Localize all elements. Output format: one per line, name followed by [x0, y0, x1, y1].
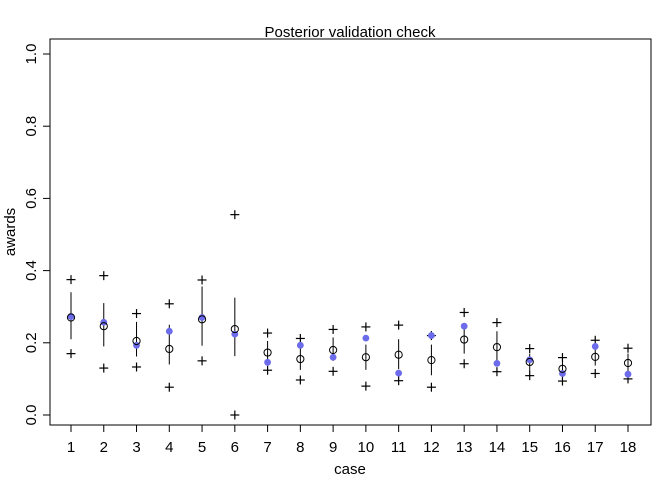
observed-point: [296, 341, 304, 349]
upper-bound-marker: [328, 324, 338, 334]
predicted-point: [197, 315, 207, 324]
data-marks: [66, 210, 633, 420]
lower-bound-marker: [361, 381, 371, 391]
lower-bound-marker: [590, 368, 600, 378]
chart-title: Posterior validation check: [265, 24, 436, 41]
upper-bound-marker: [525, 344, 535, 354]
predicted-point: [623, 358, 633, 368]
observed-point: [198, 314, 206, 321]
upper-bound-marker: [164, 299, 174, 309]
x-tick-label: 1: [67, 439, 75, 456]
upper-bound-marker: [263, 328, 273, 338]
predicted-point: [329, 345, 338, 355]
lower-bound-marker: [164, 382, 174, 392]
x-tick-label: 9: [329, 439, 337, 456]
observed-point: [460, 322, 468, 330]
predicted-point: [165, 344, 174, 354]
lower-bound-marker: [295, 375, 305, 385]
predicted-point: [230, 324, 239, 334]
upper-bound-marker: [492, 318, 502, 328]
x-tick-label: 14: [489, 439, 506, 456]
predicted-point: [394, 350, 403, 359]
predicted-point: [99, 322, 108, 331]
upper-bound-marker: [99, 271, 109, 281]
y-tick-label: 1.0: [23, 44, 40, 65]
x-tick-label: 6: [231, 439, 239, 456]
predicted-point: [558, 364, 567, 373]
y-tick-label: 0.2: [23, 332, 40, 353]
upper-bound-marker: [361, 322, 371, 332]
predicted-point: [263, 348, 272, 357]
observed-point: [428, 332, 435, 339]
upper-bound-marker: [459, 307, 469, 317]
observed-point: [264, 358, 271, 366]
upper-bound-marker: [197, 275, 207, 285]
lower-bound-marker: [394, 376, 404, 386]
y-tick-label: 0.8: [23, 116, 40, 137]
lower-bound-marker: [426, 382, 436, 392]
upper-bound-marker: [623, 343, 633, 353]
y-tick-label: 0.4: [23, 260, 40, 281]
predicted-point: [460, 335, 469, 344]
observed-point: [591, 343, 599, 350]
x-tick-label: 8: [296, 439, 304, 456]
x-tick-label: 11: [391, 439, 407, 456]
predicted-point: [361, 353, 370, 362]
y-tick-label: 0.6: [23, 188, 40, 209]
x-axis-label: case: [334, 461, 366, 478]
x-axis: 1 2 3 4 5 6 7 8 9 10 11 12 13 14 15 16 17 18: [67, 424, 637, 456]
observed-point: [133, 341, 140, 349]
lower-bound-marker: [557, 376, 567, 386]
predicted-point: [132, 336, 141, 346]
y-axis: 0.0 0.2 0.4 0.6 0.8 1.0: [23, 44, 51, 426]
lower-bound-marker: [230, 410, 240, 420]
x-tick-label: 10: [358, 439, 375, 456]
x-tick-label: 4: [165, 439, 173, 456]
lower-bound-marker: [197, 356, 207, 366]
predicted-point: [525, 357, 534, 367]
x-tick-label: 3: [132, 439, 140, 456]
predicted-point: [66, 313, 76, 322]
lower-bound-marker: [459, 359, 469, 369]
observed-point: [395, 369, 403, 377]
x-tick-label: 12: [423, 439, 440, 456]
lower-bound-marker: [263, 365, 273, 375]
x-tick-label: 13: [456, 439, 473, 456]
predicted-point: [591, 352, 600, 361]
x-tick-label: 17: [587, 439, 604, 456]
observed-point: [493, 359, 501, 367]
upper-bound-marker: [295, 333, 305, 343]
observed-point: [362, 334, 370, 342]
upper-bound-marker: [394, 320, 404, 330]
upper-bound-marker: [230, 210, 240, 220]
lower-bound-marker: [525, 371, 535, 381]
y-tick-label: 0.0: [23, 405, 40, 426]
observed-point: [624, 370, 632, 378]
observed-point: [329, 353, 337, 361]
predicted-point: [492, 343, 502, 352]
x-tick-label: 2: [100, 439, 108, 456]
lower-bound-marker: [328, 366, 338, 376]
x-tick-label: 7: [263, 439, 271, 456]
x-tick-label: 18: [620, 439, 637, 456]
predicted-point: [296, 354, 305, 364]
upper-bound-marker: [557, 353, 567, 363]
predicted-point: [427, 356, 436, 365]
lower-bound-marker: [492, 367, 502, 377]
x-tick-label: 5: [198, 439, 206, 456]
observed-point: [526, 356, 534, 364]
x-tick-label: 16: [554, 439, 571, 456]
x-tick-label: 15: [521, 439, 538, 456]
upper-bound-marker: [66, 275, 76, 285]
lower-bound-marker: [66, 349, 76, 359]
lower-bound-marker: [99, 363, 109, 373]
upper-bound-marker: [132, 309, 142, 319]
y-axis-label: awards: [2, 208, 19, 256]
lower-bound-marker: [132, 362, 142, 372]
observed-point: [165, 327, 173, 335]
